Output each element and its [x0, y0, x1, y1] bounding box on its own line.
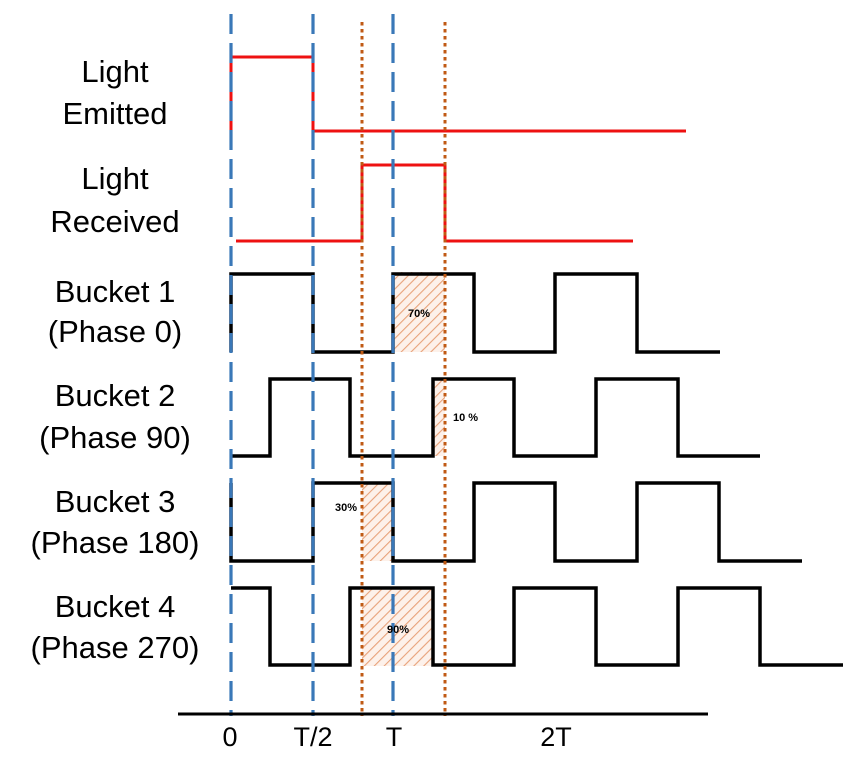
light-received-waveform: [236, 163, 633, 243]
tick-label-zero: 0: [222, 722, 237, 752]
emitted-label-line1: Light: [81, 54, 149, 89]
bucket3-overlap-region: [362, 483, 393, 561]
bucket2-overlap-region: [433, 378, 445, 456]
bucket4-label-line2: (Phase 270): [31, 630, 200, 665]
received-label-line1: Light: [81, 161, 149, 196]
light-emitted-waveform: [229, 55, 686, 133]
received-label-line2: Received: [50, 204, 179, 239]
bucket1-label-line2: (Phase 0): [48, 314, 182, 349]
tick-label-two-period: 2T: [540, 722, 572, 752]
bucket2-label-line2: (Phase 90): [39, 420, 191, 455]
bucket2-overlap-label: 10 %: [453, 412, 478, 424]
bucket2-label-line1: Bucket 2: [55, 378, 176, 413]
waveforms: [229, 55, 843, 667]
tick-label-period: T: [386, 722, 403, 752]
bucket1-overlap-region: [393, 272, 445, 352]
bucket4-overlap-label: 90%: [387, 624, 409, 636]
bucket3-waveform: [229, 481, 802, 563]
bucket3-label-line2: (Phase 180): [31, 525, 200, 560]
tick-label-half-period: T/2: [293, 722, 332, 752]
bucket4-waveform: [231, 586, 843, 667]
row-labels: Light Emitted Light Received Bucket 1 (P…: [31, 54, 200, 665]
phase-markers: [229, 14, 395, 716]
bucket4-label-line1: Bucket 4: [55, 589, 176, 624]
bucket2-waveform: [231, 377, 760, 458]
emitted-label-line2: Emitted: [62, 96, 167, 131]
bucket4-overlap-region: [362, 588, 433, 666]
bucket1-label-line1: Bucket 1: [55, 274, 176, 309]
bucket1-overlap-label: 70%: [408, 308, 430, 320]
bucket1-waveform: [229, 272, 720, 354]
overlap-regions: [362, 272, 445, 666]
bucket3-overlap-label: 30%: [335, 502, 357, 514]
time-axis: 0 T/2 T 2T: [178, 712, 708, 752]
bucket3-label-line1: Bucket 3: [55, 484, 176, 519]
overlap-labels: 70% 10 % 30% 90%: [335, 308, 478, 636]
